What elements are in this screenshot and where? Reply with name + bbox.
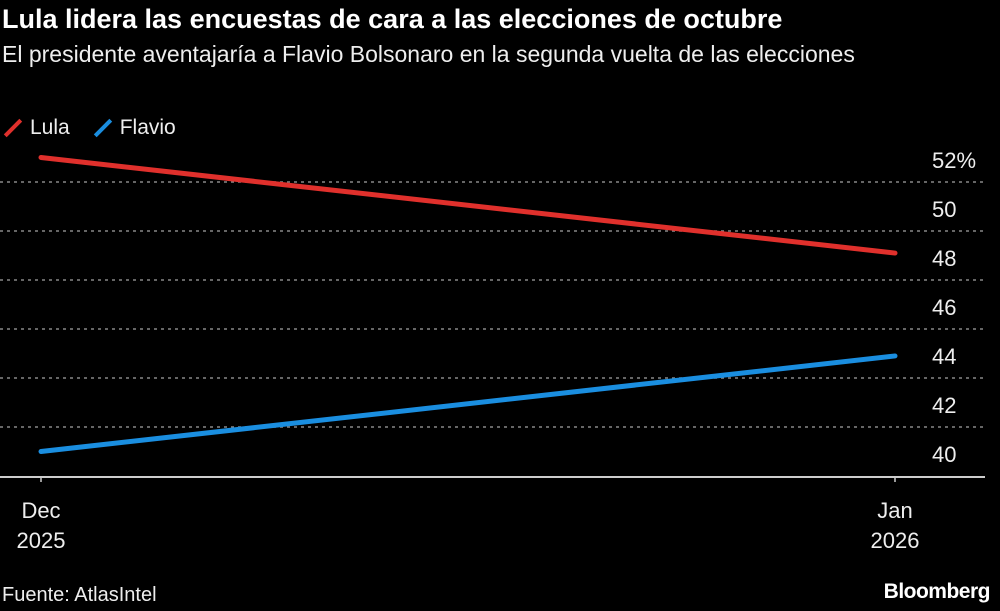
y-tick-label: 50 xyxy=(932,197,956,222)
y-tick-label: 42 xyxy=(932,393,956,418)
legend-item-flavio: Flavio xyxy=(92,116,176,140)
x-tick-label: 2025 xyxy=(17,528,66,553)
y-tick-label: 48 xyxy=(932,246,956,271)
x-tick-label: Jan xyxy=(877,498,912,523)
series-line-lula xyxy=(38,155,898,256)
series-line-flavio xyxy=(38,353,898,454)
legend-label-lula: Lula xyxy=(30,116,70,139)
y-tick-label: 46 xyxy=(932,295,956,320)
chart-subtitle: El presidente aventajaría a Flavio Bolso… xyxy=(2,41,855,67)
legend-item-lula: Lula xyxy=(2,116,70,140)
source-note: Fuente: AtlasIntel xyxy=(2,584,157,606)
bloomberg-logo: Bloomberg xyxy=(883,580,991,603)
y-tick-label: 40 xyxy=(932,442,956,467)
chart-title: Lula lidera las encuestas de cara a las … xyxy=(2,4,783,34)
y-tick-label: 44 xyxy=(932,344,956,369)
legend: Lula Flavio xyxy=(2,116,190,140)
legend-label-flavio: Flavio xyxy=(119,116,176,139)
x-tick-label: 2026 xyxy=(871,528,920,553)
x-tick-label: Dec xyxy=(21,498,60,523)
y-tick-label: 52% xyxy=(932,148,976,173)
